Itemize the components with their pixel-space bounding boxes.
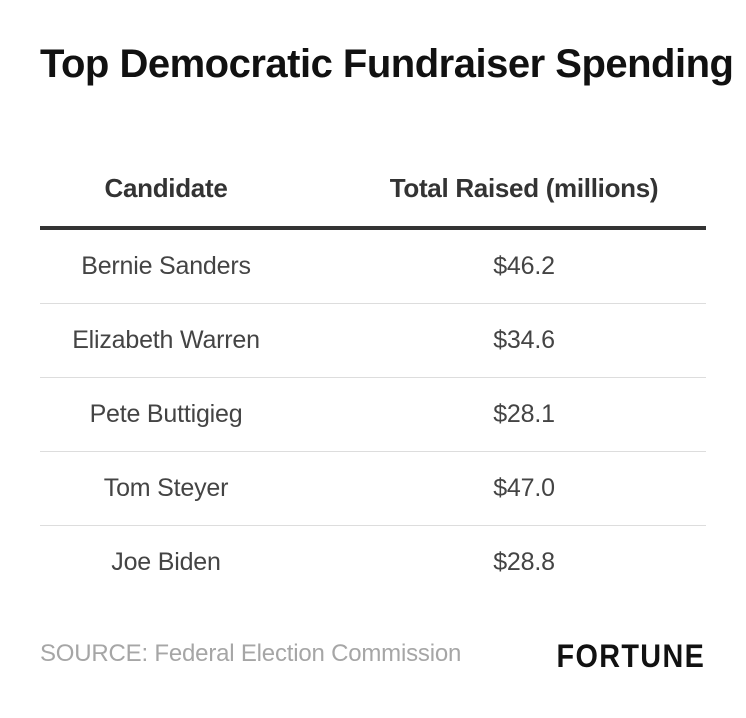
data-table: Candidate Total Raised (millions) Bernie…: [40, 150, 706, 599]
fortune-logo: FORTUNE: [556, 638, 705, 674]
table-row: Tom Steyer $47.0: [40, 452, 706, 526]
table-row: Elizabeth Warren $34.6: [40, 304, 706, 378]
column-header-candidate: Candidate: [104, 172, 228, 203]
total-cell: $28.8: [493, 548, 555, 576]
column-header-total-raised: Total Raised (millions): [389, 172, 659, 203]
total-cell: $46.2: [493, 252, 555, 280]
table-row: Bernie Sanders $46.2: [40, 230, 706, 304]
total-cell: $28.1: [493, 400, 555, 428]
total-cell: $47.0: [493, 474, 555, 502]
table-row: Pete Buttigieg $28.1: [40, 378, 706, 452]
table-header: Candidate Total Raised (millions): [40, 150, 706, 230]
chart-title: Top Democratic Fundraiser Spending: [40, 42, 734, 86]
candidate-cell: Joe Biden: [111, 548, 221, 576]
candidate-cell: Elizabeth Warren: [72, 326, 260, 354]
candidate-cell: Bernie Sanders: [81, 252, 251, 280]
total-cell: $34.6: [493, 326, 555, 354]
candidate-cell: Tom Steyer: [103, 474, 229, 502]
candidate-cell: Pete Buttigieg: [89, 400, 243, 428]
table-row: Joe Biden $28.8: [40, 526, 706, 599]
source-note: SOURCE: Federal Election Commission: [40, 640, 462, 667]
